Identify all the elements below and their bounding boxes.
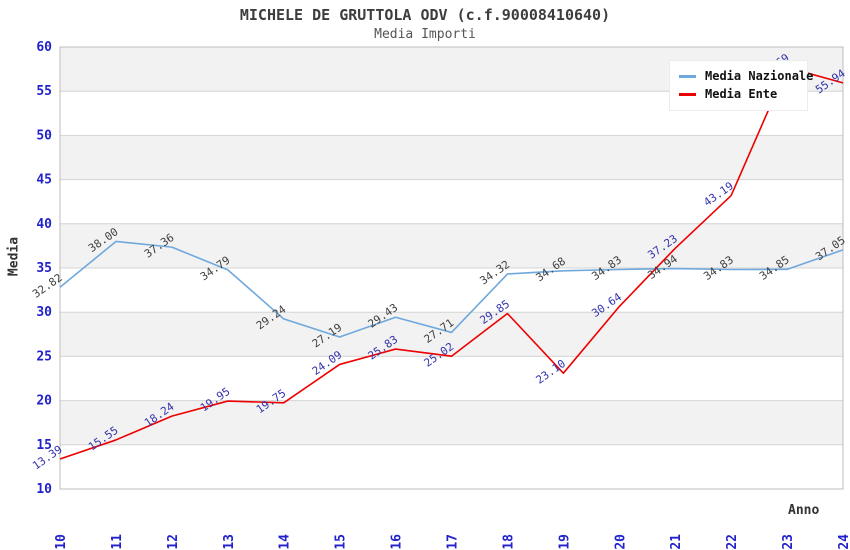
x-tick-label: 2011 (110, 534, 125, 550)
x-tick-label: 2015 (334, 534, 349, 550)
plot-band (60, 400, 843, 445)
legend-swatch-nazionale-icon (679, 74, 696, 78)
series-line-media-ente (59, 66, 844, 460)
plot-band (60, 135, 843, 180)
legend-item-media-ente: Media Ente (679, 85, 798, 103)
legend-swatch-ente-icon (679, 92, 696, 96)
x-tick-label: 2017 (446, 534, 461, 550)
y-tick-label: 35 (36, 261, 52, 276)
y-tick-label: 20 (36, 394, 52, 409)
y-tick-label: 50 (36, 128, 52, 143)
y-tick-label: 40 (36, 217, 52, 232)
x-tick-label: 2021 (669, 534, 684, 550)
legend-item-media-nazionale: Media Nazionale (679, 67, 813, 85)
x-tick-label: 2013 (222, 534, 237, 550)
series-line-media-nazionale (59, 240, 844, 338)
y-tick-label: 60 (36, 40, 52, 55)
y-tick-label: 45 (36, 173, 52, 188)
x-tick-label: 2010 (54, 534, 69, 550)
x-tick-label: 2024 (837, 534, 850, 550)
data-label: 43.19 (701, 179, 736, 209)
x-tick-label: 2023 (781, 534, 796, 550)
y-tick-label: 15 (36, 438, 52, 453)
x-tick-label: 2016 (390, 534, 405, 550)
legend: Media Nazionale Media Ente (669, 60, 813, 111)
x-tick-label: 2012 (166, 534, 181, 550)
plot-border (59, 46, 844, 490)
plot-band (60, 223, 843, 268)
y-tick-label: 10 (36, 482, 52, 497)
x-tick-label: 2018 (501, 534, 516, 550)
x-tick-label: 2022 (725, 534, 740, 550)
x-tick-label: 2019 (557, 534, 572, 550)
y-tick-label: 55 (36, 84, 52, 99)
plot-band (60, 312, 843, 357)
legend-label-ente: Media Ente (705, 87, 778, 101)
legend-label-nazionale: Media Nazionale (705, 69, 814, 83)
y-tick-label: 30 (36, 305, 52, 320)
y-tick-label: 25 (36, 349, 52, 364)
chart-subtitle: Media Importi (374, 27, 476, 42)
x-tick-label: 2020 (613, 534, 628, 550)
chart-title: MICHELE DE GRUTTOLA ODV (c.f.90008410640… (239, 6, 611, 24)
x-tick-label: 2014 (278, 534, 293, 550)
x-axis-title: Anno (788, 503, 820, 518)
y-axis-title: Media (6, 236, 22, 277)
